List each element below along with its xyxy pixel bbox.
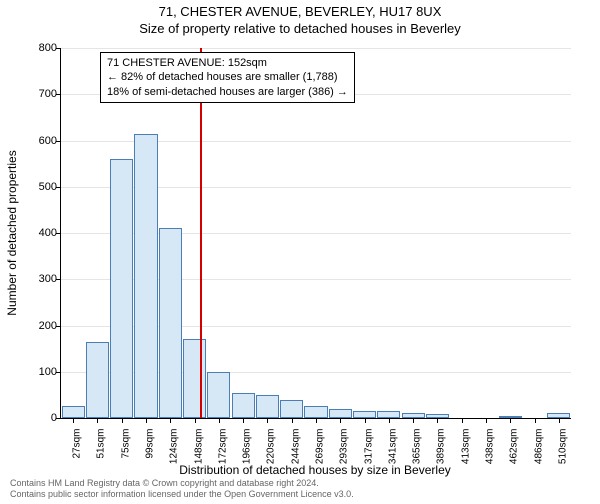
footer-line-2: Contains public sector information licen… <box>10 489 354 500</box>
ytick-label: 100 <box>17 366 57 378</box>
info-line-1: 71 CHESTER AVENUE: 152sqm <box>107 56 348 70</box>
xtick-mark <box>340 418 341 423</box>
xtick-label: 244sqm <box>290 429 301 465</box>
xtick-label: 27sqm <box>72 429 83 459</box>
footer-line-1: Contains HM Land Registry data © Crown c… <box>10 478 354 489</box>
xtick-label: 317sqm <box>363 429 374 465</box>
xtick-mark <box>559 418 560 423</box>
histogram-bar <box>377 411 400 418</box>
xtick-label: 220sqm <box>266 429 277 465</box>
xtick-mark <box>316 418 317 423</box>
xtick-mark <box>365 418 366 423</box>
xtick-mark <box>219 418 220 423</box>
xtick-label: 389sqm <box>436 429 447 465</box>
histogram-bar <box>304 406 327 418</box>
histogram-bar <box>353 411 376 418</box>
ytick-label: 700 <box>17 88 57 100</box>
xtick-mark <box>462 418 463 423</box>
xtick-mark <box>146 418 147 423</box>
histogram-bar <box>232 393 255 418</box>
histogram-bar <box>134 134 157 418</box>
footer-attribution: Contains HM Land Registry data © Crown c… <box>10 478 354 500</box>
ytick-label: 400 <box>17 227 57 239</box>
histogram-bar <box>329 409 352 418</box>
info-line-2: ← 82% of detached houses are smaller (1,… <box>107 70 348 84</box>
xtick-label: 341sqm <box>387 429 398 465</box>
ytick-label: 600 <box>17 135 57 147</box>
title-address: 71, CHESTER AVENUE, BEVERLEY, HU17 8UX <box>0 4 600 19</box>
xtick-mark <box>437 418 438 423</box>
xtick-label: 462sqm <box>509 429 520 465</box>
ytick-label: 300 <box>17 273 57 285</box>
xtick-label: 196sqm <box>242 429 253 465</box>
histogram-bar <box>183 339 206 418</box>
histogram-bar <box>62 406 85 418</box>
xtick-label: 365sqm <box>412 429 423 465</box>
xtick-mark <box>389 418 390 423</box>
xtick-label: 269sqm <box>315 429 326 465</box>
xtick-mark <box>243 418 244 423</box>
histogram-bar <box>207 372 230 418</box>
histogram-bar <box>280 400 303 419</box>
xtick-label: 99sqm <box>145 429 156 459</box>
xtick-mark <box>97 418 98 423</box>
title-subtitle: Size of property relative to detached ho… <box>0 21 600 36</box>
xtick-label: 148sqm <box>193 429 204 465</box>
xtick-label: 51sqm <box>96 429 107 459</box>
histogram-bar <box>159 228 182 418</box>
xtick-mark <box>535 418 536 423</box>
xtick-label: 438sqm <box>485 429 496 465</box>
xtick-label: 75sqm <box>120 429 131 459</box>
xtick-label: 510sqm <box>557 429 568 465</box>
histogram-bar <box>86 342 109 418</box>
histogram-bar <box>110 159 133 418</box>
xtick-mark <box>486 418 487 423</box>
histogram-bar <box>256 395 279 418</box>
marker-info-box: 71 CHESTER AVENUE: 152sqm ← 82% of detac… <box>100 52 355 103</box>
info-line-3: 18% of semi-detached houses are larger (… <box>107 85 348 99</box>
xtick-mark <box>122 418 123 423</box>
gridline <box>61 48 571 49</box>
ytick-label: 0 <box>17 412 57 424</box>
xtick-mark <box>413 418 414 423</box>
xtick-label: 124sqm <box>169 429 180 465</box>
x-axis-label: Distribution of detached houses by size … <box>179 463 450 477</box>
xtick-mark <box>73 418 74 423</box>
xtick-mark <box>195 418 196 423</box>
xtick-label: 486sqm <box>533 429 544 465</box>
chart-area: 010020030040050060070080027sqm51sqm75sqm… <box>60 48 570 418</box>
plot-region: 010020030040050060070080027sqm51sqm75sqm… <box>60 48 571 419</box>
xtick-label: 413sqm <box>460 429 471 465</box>
xtick-mark <box>267 418 268 423</box>
xtick-label: 293sqm <box>339 429 350 465</box>
xtick-mark <box>170 418 171 423</box>
ytick-label: 500 <box>17 181 57 193</box>
y-axis-label: Number of detached properties <box>5 150 19 315</box>
ytick-label: 800 <box>17 42 57 54</box>
xtick-mark <box>510 418 511 423</box>
marker-line <box>200 48 202 418</box>
ytick-label: 200 <box>17 320 57 332</box>
xtick-label: 172sqm <box>217 429 228 465</box>
xtick-mark <box>292 418 293 423</box>
